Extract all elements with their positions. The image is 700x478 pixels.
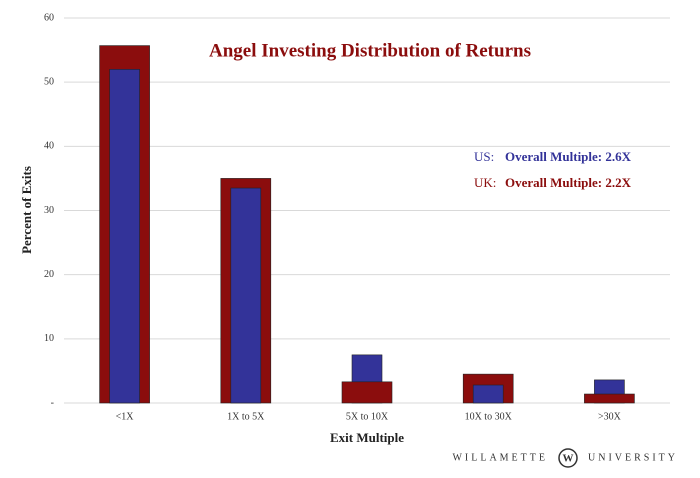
y-tick-label: 10 (44, 333, 54, 344)
logo-right: UNIVERSITY (588, 452, 678, 463)
x-tick-label: <1X (116, 411, 135, 422)
x-tick-label: 5X to 10X (346, 411, 389, 422)
chart-title: Angel Investing Distribution of Returns (209, 40, 531, 61)
y-tick-label: 20 (44, 269, 54, 280)
bar (230, 187, 262, 404)
bar (341, 381, 393, 404)
bar (584, 393, 635, 404)
x-axis-label: Exit Multiple (330, 430, 404, 445)
x-tick-label: >30X (598, 411, 622, 422)
x-tick-label: 10X to 30X (465, 411, 513, 422)
legend-label: UK: (474, 175, 496, 190)
y-tick-label: 30 (44, 205, 54, 216)
legend-label: US: (474, 149, 494, 164)
logo-emblem: W (563, 453, 574, 465)
legend-note: Overall Multiple: 2.2X (505, 175, 632, 190)
logo-left: WILLAMETTE (452, 452, 548, 463)
logo-ring (558, 448, 578, 468)
bar (472, 384, 504, 404)
x-tick-label: 1X to 5X (227, 411, 265, 422)
y-tick-label: 60 (44, 12, 54, 23)
y-tick-label: 50 (44, 76, 54, 87)
bar (109, 69, 140, 404)
legend-note: Overall Multiple: 2.6X (505, 149, 632, 164)
y-tick-label: - (51, 397, 54, 408)
y-axis-label: Percent of Exits (19, 166, 34, 254)
y-tick-label: 40 (44, 141, 54, 152)
logo: WILLAMETTE W UNIVERSITY (452, 448, 678, 468)
